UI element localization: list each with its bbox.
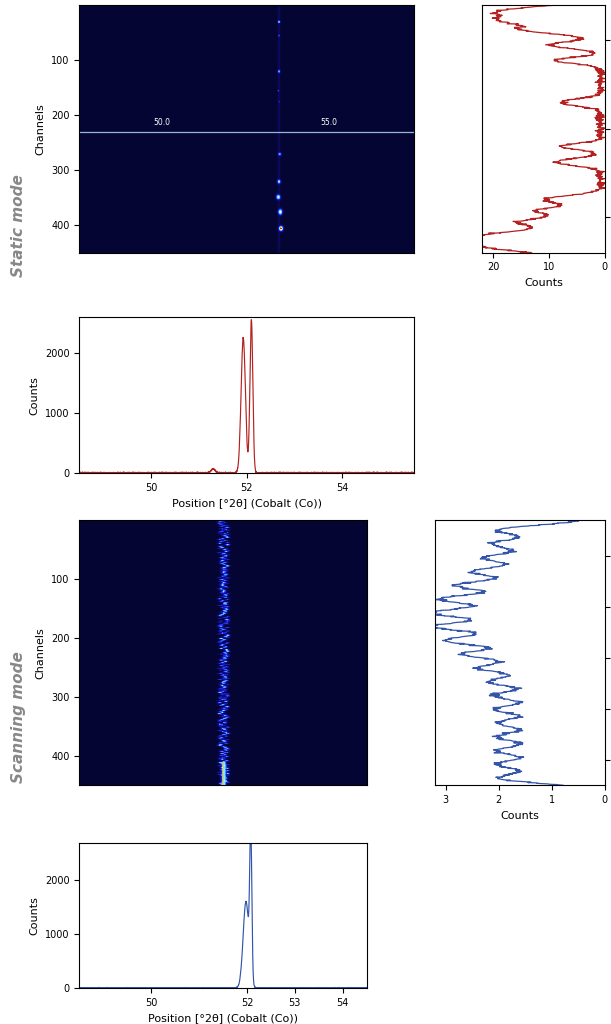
Y-axis label: Counts: Counts [29, 376, 40, 415]
Text: Scanning mode: Scanning mode [11, 651, 26, 782]
Text: 55.0: 55.0 [320, 119, 337, 127]
X-axis label: Counts: Counts [500, 811, 540, 820]
Y-axis label: Channels: Channels [35, 627, 46, 679]
Text: 50.0: 50.0 [153, 119, 170, 127]
X-axis label: Counts: Counts [524, 279, 563, 288]
Text: Static mode: Static mode [11, 174, 26, 276]
Y-axis label: Channels: Channels [35, 103, 46, 155]
X-axis label: Position [°2θ] (Cobalt (Co)): Position [°2θ] (Cobalt (Co)) [148, 1014, 298, 1023]
X-axis label: Position [°2θ] (Cobalt (Co)): Position [°2θ] (Cobalt (Co)) [172, 499, 321, 509]
Y-axis label: Counts: Counts [29, 896, 40, 935]
